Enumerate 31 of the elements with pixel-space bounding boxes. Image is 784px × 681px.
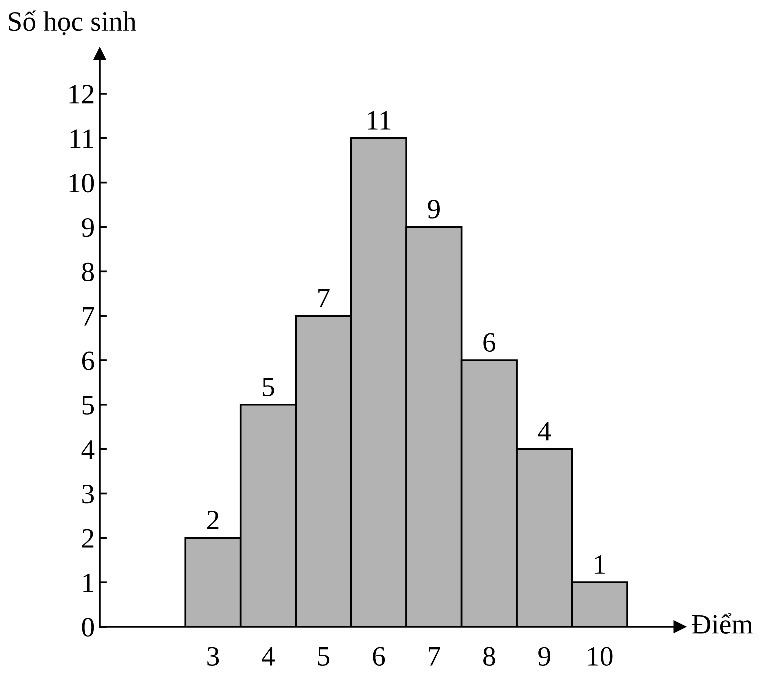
- data-label: 4: [538, 422, 552, 441]
- y-tick-label: 8: [82, 262, 94, 282]
- x-tick-label: 5: [318, 648, 330, 666]
- y-tick-label: 2: [82, 529, 94, 548]
- y-tick-label: 0: [82, 618, 94, 637]
- y-tick-label: 4: [82, 440, 95, 459]
- x-tick-label: 7: [429, 648, 440, 666]
- y-tick-label: 5: [82, 396, 94, 415]
- y-tick-label: 3: [82, 484, 94, 504]
- x-tick-label: 3: [208, 647, 220, 666]
- data-label: 1: [595, 556, 606, 574]
- y-tick-label: 12: [70, 85, 94, 104]
- y-tick-label: 10: [70, 174, 94, 193]
- data-label: 11: [368, 111, 391, 130]
- x-tick-label: 8: [484, 647, 496, 666]
- y-tick-label: 7: [83, 308, 94, 326]
- data-label: 6: [484, 333, 496, 352]
- data-label: 7: [318, 289, 330, 308]
- y-axis-title: Số học sinh: [9, 10, 136, 36]
- x-tick-label: 4: [262, 647, 275, 666]
- data-label: 9: [428, 200, 440, 219]
- y-tick-label: 1: [84, 574, 94, 592]
- data-label: 2: [208, 511, 219, 530]
- y-tick-label: 9: [82, 218, 94, 238]
- x-axis-title: Điểm: [692, 614, 753, 634]
- x-tick-label: 9: [538, 647, 550, 666]
- y-tick-label: 11: [70, 130, 94, 148]
- x-tick-label: 10: [588, 647, 613, 666]
- data-label: 5: [263, 378, 274, 396]
- x-tick-label: 6: [373, 647, 386, 666]
- y-tick-label: 6: [82, 352, 94, 370]
